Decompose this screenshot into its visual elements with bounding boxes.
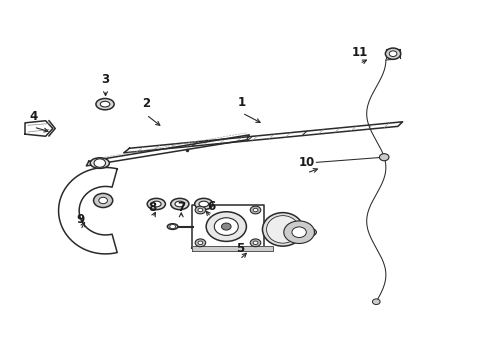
Polygon shape [191,205,263,248]
Polygon shape [25,121,53,136]
Circle shape [388,51,396,57]
Text: 6: 6 [206,200,215,213]
Circle shape [195,239,205,247]
Circle shape [169,224,175,229]
Circle shape [195,206,205,214]
Text: 8: 8 [148,201,156,213]
Ellipse shape [151,201,161,207]
Text: 4: 4 [29,110,38,123]
Ellipse shape [170,198,188,210]
Circle shape [385,48,400,59]
Text: 7: 7 [177,201,185,213]
Polygon shape [86,135,249,166]
Ellipse shape [199,201,208,207]
Circle shape [94,159,105,167]
Circle shape [250,239,260,247]
Ellipse shape [96,99,114,110]
Circle shape [372,299,379,305]
Circle shape [250,206,260,214]
Polygon shape [59,167,117,254]
Text: 10: 10 [298,156,314,169]
Circle shape [291,227,305,238]
Ellipse shape [167,224,178,229]
Text: 1: 1 [238,96,245,109]
Ellipse shape [266,216,299,243]
Ellipse shape [90,158,109,168]
Circle shape [253,241,257,244]
Circle shape [206,212,246,242]
Circle shape [99,197,107,204]
Circle shape [214,218,238,235]
Text: 3: 3 [101,73,109,86]
Ellipse shape [175,201,184,207]
Text: 9: 9 [76,213,84,226]
Circle shape [221,223,231,230]
Circle shape [253,208,257,212]
Text: 2: 2 [142,98,150,111]
Ellipse shape [100,101,110,107]
Ellipse shape [147,198,165,210]
Ellipse shape [262,213,303,246]
Text: 11: 11 [351,46,367,59]
Circle shape [283,221,314,243]
Circle shape [198,208,203,212]
Text: 5: 5 [235,242,244,255]
Circle shape [379,154,388,161]
Polygon shape [123,122,402,153]
Circle shape [93,193,112,207]
Circle shape [306,229,316,236]
Polygon shape [191,246,273,251]
Circle shape [198,241,203,244]
Ellipse shape [194,198,212,210]
